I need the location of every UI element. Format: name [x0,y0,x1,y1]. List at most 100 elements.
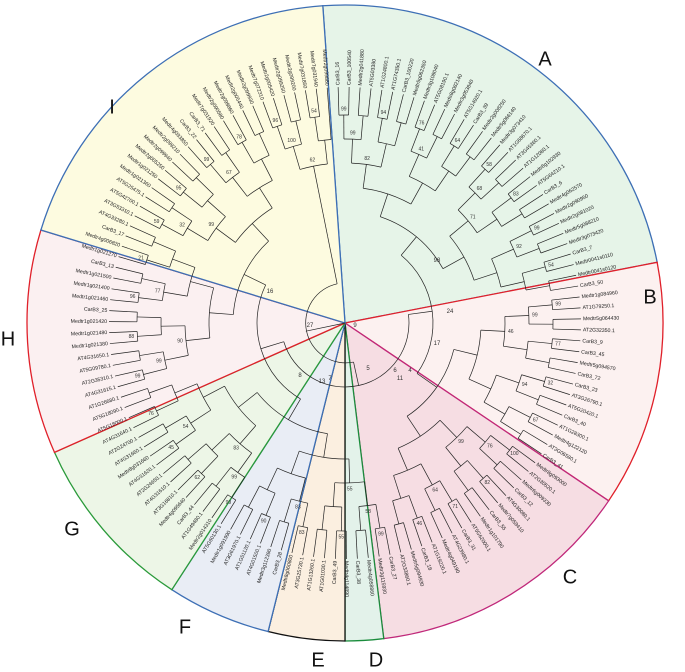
branch-radial [302,503,309,527]
bootstrap-value: 46 [508,329,514,335]
branch-arc [528,226,534,236]
branch-radial [117,378,145,388]
branch-arc [493,461,501,469]
branch-radial [241,142,255,164]
bootstrap-value: 41 [418,146,424,152]
branch-radial [543,253,571,263]
branch-arc [547,357,551,368]
bootstrap-value: 99 [378,531,384,537]
branch-radial [183,191,203,208]
branch-radial [171,207,193,222]
bootstrap-value: 64 [432,488,438,494]
branch-radial [273,98,283,125]
branch-radial [164,355,189,361]
leaf-label: AT5G03380 [369,59,378,87]
bootstrap-value: 99 [350,130,356,136]
bootstrap-value: 21 [138,255,144,261]
branch-radial [239,425,257,444]
clade-label-c: C [563,566,577,588]
branch-radial [501,213,523,227]
branch-radial [190,409,212,424]
branch-radial [195,177,214,195]
branch-radial [190,281,214,289]
branch-radial [137,316,162,318]
bootstrap-value: 99 [231,475,237,481]
branch-radial [111,288,140,294]
bootstrap-value: 92 [516,244,522,250]
bootstrap-value: 54 [183,424,189,430]
branch-radial [125,235,152,247]
branch-radial [114,369,143,377]
branch-radial [519,194,544,211]
branch-radial [532,412,558,426]
branch-radial [110,299,139,303]
branch-arc [449,235,475,281]
clade-label-i: I [109,96,115,118]
bootstrap-value: 88 [129,334,135,340]
branch-arc [184,325,189,356]
branch-arc [277,467,306,479]
leaf-label: Medtr1g021420 [71,319,107,325]
clade-label-d: D [369,649,383,671]
branch-radial [187,146,207,168]
branch-arc [205,443,219,457]
branch-radial [156,400,179,412]
branch-radial [543,385,570,395]
bootstrap-value: 100 [510,451,519,457]
branch-radial [552,307,581,311]
clade-label-b: B [643,286,656,308]
branch-radial [223,120,239,145]
branch-radial [259,187,273,209]
leaf-label: Medtr1g084960 [581,290,618,300]
bootstrap-value: 68 [477,186,483,192]
branch-radial [495,159,516,180]
internal-node-value: 7 [328,376,332,382]
branch-radial [313,166,319,190]
branch-arc [206,161,215,168]
branch-radial [453,471,469,491]
internal-node-value: 9 [353,323,357,329]
internal-node-values: 98 24 17 16 27 9 5 713 116 4 8 [267,258,454,385]
branch-radial [405,97,415,125]
branch-arc [208,287,214,339]
branch-arc [243,504,253,510]
branch-radial [172,258,196,268]
leaf-label: CarB3_49 [332,561,339,585]
bootstrap-value: 100 [287,138,296,144]
branch-radial [493,468,515,489]
branch-radial [327,236,333,261]
branch-radial [432,108,446,135]
branch-radial [400,236,417,256]
branch-radial [464,493,481,517]
branch-radial [491,248,514,260]
branch-arc [495,179,503,187]
internal-node-value: 5 [366,366,370,372]
clade-labels: A B C D E F G H I [1,48,657,671]
bootstrap-value: 82 [484,480,490,486]
branch-radial [266,467,278,490]
branch-radial [138,297,163,301]
branch-arc [232,240,269,315]
leaf-label: CarB3_100540 [347,50,354,85]
branch-radial [175,430,196,445]
branch-arc [414,126,425,131]
branch-arc [168,203,175,212]
branch-arc [481,165,489,173]
branch-arc [291,119,301,123]
branch-arc [358,115,368,117]
branch-radial [170,462,192,483]
branch-radial [550,285,579,291]
branch-radial [410,128,420,152]
branch-radial [164,169,187,189]
branch-radial [139,205,165,221]
branch-radial [163,291,188,297]
bootstrap-value: 77 [555,341,561,347]
internal-node-value: 16 [267,289,274,295]
branch-radial [408,154,420,177]
branch-radial [292,146,301,170]
branch-arc [184,455,192,464]
leaf-label: Medtr4g114890 [343,561,349,597]
bootstrap-value: 99 [555,302,561,308]
branch-radial [551,348,580,353]
leaf-label: Medtr1g021460 [72,293,109,303]
